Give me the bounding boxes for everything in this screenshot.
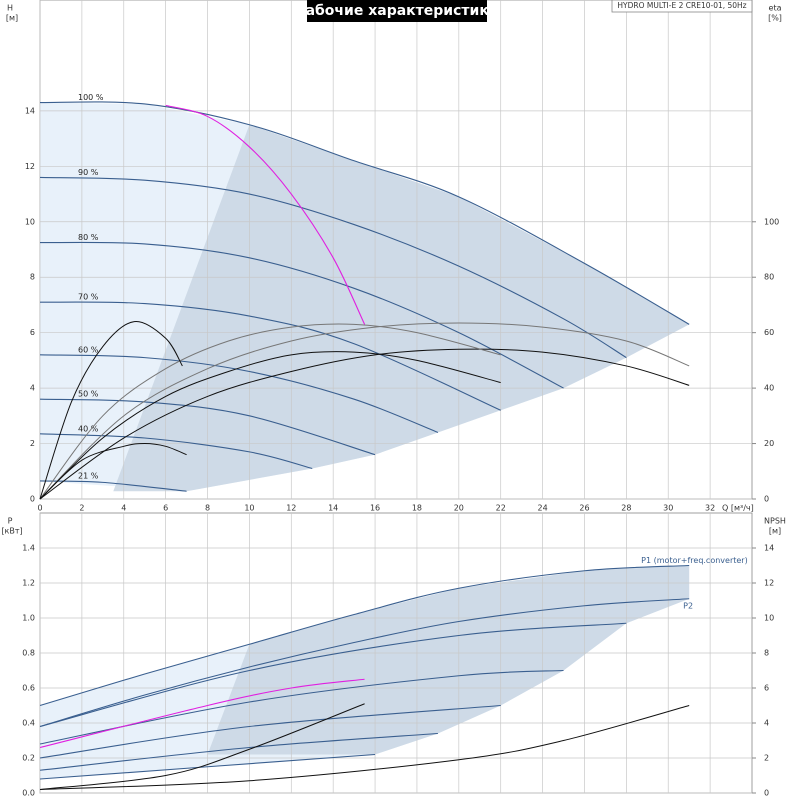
curve <box>39 322 690 500</box>
curve <box>39 443 187 500</box>
x-tick-label: 14 <box>328 504 338 513</box>
curve <box>39 351 501 500</box>
x-tick-label: 12 <box>286 504 296 513</box>
x-tick-label: 26 <box>579 504 589 513</box>
curve-label: 90 % <box>78 168 99 177</box>
y-axis-label: P <box>8 517 13 526</box>
y2-tick-label: 10 <box>764 614 774 623</box>
x-tick-label: 22 <box>496 504 506 513</box>
curve <box>39 705 690 790</box>
y2-tick-label: 0 <box>764 495 769 504</box>
x-tick-label: 18 <box>412 504 422 513</box>
operating-range <box>113 124 690 492</box>
y2-tick-label: 20 <box>764 439 774 448</box>
curve <box>39 480 187 492</box>
curve <box>39 753 376 780</box>
y2-axis-label: NPSH <box>764 517 786 526</box>
y2-axis-unit: [м] <box>769 527 781 536</box>
curve <box>39 598 690 728</box>
curve <box>39 564 690 707</box>
x-tick-label: 32 <box>705 504 715 513</box>
x-tick-label: 2 <box>79 504 84 513</box>
y2-axis-unit: [%] <box>768 14 782 23</box>
y2-tick-label: 60 <box>764 328 774 337</box>
operating-range <box>207 565 690 755</box>
x-tick-label: 10 <box>244 504 254 513</box>
y-tick-label: 0.6 <box>22 684 35 693</box>
y-tick-label: 0 <box>30 495 35 504</box>
curve <box>39 678 365 749</box>
curve <box>39 101 690 325</box>
y-tick-label: 0.2 <box>22 754 35 763</box>
y2-tick-label: 12 <box>764 579 774 588</box>
y-tick-label: 4 <box>30 384 35 393</box>
curve-label: 100 % <box>78 93 104 102</box>
y-tick-label: 1.0 <box>22 614 35 623</box>
curve <box>39 354 439 433</box>
y-tick-label: 8 <box>30 273 35 282</box>
y-tick-label: 12 <box>25 162 35 171</box>
y-axis-label: H <box>7 4 13 13</box>
curve-label: 21 % <box>78 471 99 480</box>
curve-label: 50 % <box>78 390 99 399</box>
subtitle-box <box>611 0 753 13</box>
x-tick-label: 4 <box>121 504 126 513</box>
y2-tick-label: 4 <box>764 719 769 728</box>
curve <box>39 241 564 389</box>
y2-axis-label: eta <box>769 4 782 13</box>
y-tick-label: 1.2 <box>22 579 35 588</box>
y-axis-unit: [кВт] <box>1 527 22 536</box>
curve <box>39 433 313 470</box>
x-tick-label: 20 <box>454 504 464 513</box>
curve <box>39 622 627 728</box>
chart-title: Рабочие характеристики <box>295 3 498 19</box>
curve <box>39 348 690 500</box>
curve <box>39 703 365 790</box>
curve <box>39 321 183 500</box>
y-tick-label: 10 <box>25 217 35 226</box>
curve <box>165 104 366 325</box>
x-tick-label: 24 <box>537 504 547 513</box>
curve <box>39 704 501 759</box>
curve-label: P2 <box>683 601 693 610</box>
y2-tick-label: 100 <box>764 217 779 226</box>
x-tick-label: 8 <box>205 504 210 513</box>
y-tick-label: 6 <box>30 328 35 337</box>
curve <box>39 732 438 771</box>
curve-label: 70 % <box>78 293 99 302</box>
y-tick-label: 0.0 <box>22 789 35 798</box>
y2-tick-label: 80 <box>764 273 774 282</box>
y-tick-label: 2 <box>30 439 35 448</box>
y-tick-label: 0.8 <box>22 649 35 658</box>
curve <box>39 176 627 359</box>
title-box <box>307 0 487 22</box>
y2-tick-label: 14 <box>764 544 774 553</box>
y2-tick-label: 2 <box>764 754 769 763</box>
y-tick-label: 14 <box>25 106 35 115</box>
x-tick-label: 16 <box>370 504 380 513</box>
x-tick-label: 0 <box>37 504 42 513</box>
chart-subtitle: HYDRO MULTI-E 2 CRE10-01, 50Hz <box>617 1 746 10</box>
y-tick-label: 0.4 <box>22 719 35 728</box>
y-tick-label: 1.4 <box>22 544 35 553</box>
x-tick-label: 28 <box>621 504 631 513</box>
curve <box>39 398 376 456</box>
curve-label: 40 % <box>78 424 99 433</box>
x-axis-label: Q [м³/ч] <box>722 504 754 513</box>
y2-tick-label: 40 <box>764 384 774 393</box>
y2-tick-label: 0 <box>764 789 769 798</box>
curve-label: 60 % <box>78 345 99 354</box>
y2-tick-label: 6 <box>764 684 769 693</box>
curve <box>39 301 501 411</box>
y2-tick-label: 8 <box>764 649 769 658</box>
curve-label: P1 (motor+freq.converter) <box>641 556 748 565</box>
curve <box>39 323 501 500</box>
curve-label: 80 % <box>78 233 99 242</box>
x-tick-label: 6 <box>163 504 168 513</box>
x-tick-label: 30 <box>663 504 673 513</box>
y-axis-unit: [м] <box>6 14 18 23</box>
